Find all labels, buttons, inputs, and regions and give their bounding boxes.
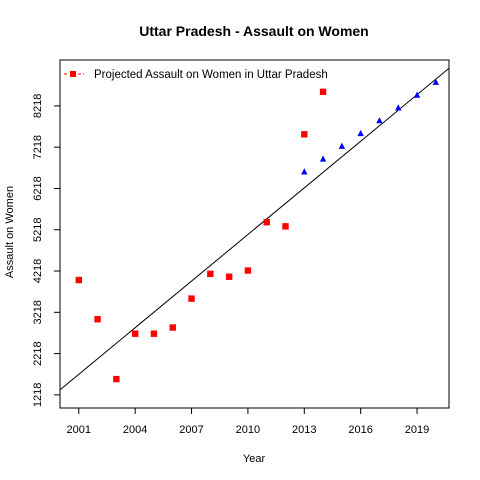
x-tick-label-2010: 2010 (236, 424, 260, 436)
plot-frame (59, 59, 450, 409)
projected-point-2019 (413, 91, 421, 98)
legend-label: Projected Assault on Women in Uttar Prad… (94, 69, 328, 81)
actual-point-2002 (94, 316, 101, 323)
projected-point-2013 (301, 168, 308, 175)
y-tick-label-1218: 1218 (32, 383, 44, 407)
actual-point-2012 (282, 223, 289, 230)
trend-line (60, 67, 449, 391)
projected-point-2018 (395, 104, 402, 111)
y-tick-label-3218: 3218 (32, 300, 44, 324)
chart-title: Uttar Pradesh - Assault on Women (139, 23, 368, 39)
y-tick-label-5218: 5218 (32, 218, 44, 242)
y-tick-label-7218: 7218 (32, 135, 44, 159)
projected-point-2015 (338, 142, 346, 149)
y-axis-title: Assault on Women (4, 186, 16, 278)
x-tick-label-2016: 2016 (348, 424, 372, 436)
projected-point-2020 (432, 78, 440, 85)
x-tick-label-2019: 2019 (405, 424, 429, 436)
y-tick-label-4218: 4218 (32, 259, 44, 283)
data-points (75, 78, 440, 383)
x-tick-label-2001: 2001 (67, 424, 91, 436)
legend-marker (70, 71, 76, 77)
y-tick-label-8218: 8218 (32, 94, 44, 118)
actual-point-2008 (207, 270, 214, 278)
trend-line-group (60, 67, 449, 391)
actual-point-2011 (263, 219, 270, 226)
y-tick-label-6218: 6218 (32, 176, 44, 200)
actual-point-2005 (150, 330, 158, 337)
projected-point-2014 (319, 155, 327, 162)
legend: Projected Assault on Women in Uttar Prad… (64, 69, 328, 81)
actual-point-2003 (113, 375, 120, 383)
projected-point-2016 (357, 129, 364, 137)
x-axis: 2001 2004 2007 2010 2013 2016 2019 (67, 408, 429, 436)
actual-point-2013 (301, 131, 308, 138)
actual-point-2014 (319, 88, 327, 95)
y-axis: 1218 2218 3218 4218 5218 6218 7218 8218 (32, 94, 60, 407)
projected-point-2017 (376, 117, 383, 124)
x-tick-label-2013: 2013 (292, 424, 316, 436)
actual-point-2004 (131, 330, 139, 337)
x-axis-title: Year (243, 453, 266, 465)
x-tick-label-2004: 2004 (123, 424, 147, 436)
y-tick-label-2218: 2218 (32, 341, 44, 365)
actual-point-2001 (75, 276, 82, 284)
x-tick-label-2007: 2007 (179, 424, 203, 436)
actual-point-2007 (188, 295, 195, 302)
actual-point-2010 (244, 267, 252, 274)
actual-point-2009 (225, 273, 233, 280)
actual-point-2006 (169, 324, 176, 331)
